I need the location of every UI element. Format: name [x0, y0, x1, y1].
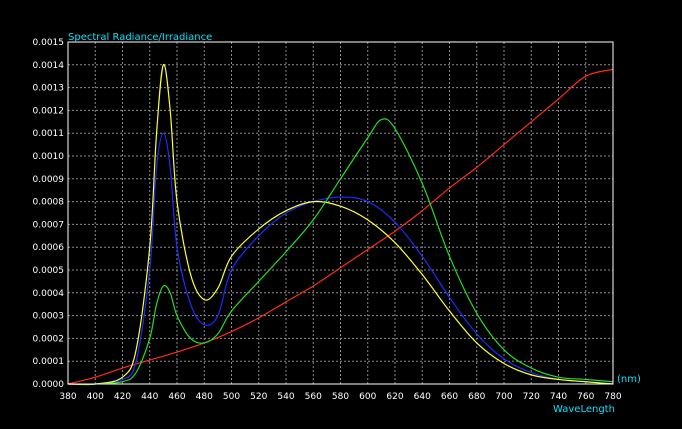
x-tick-label: 720: [523, 392, 540, 402]
grid-lines: [68, 42, 613, 384]
y-tick-label: 0.0000: [33, 380, 65, 390]
y-tick-label: 0.0008: [33, 198, 65, 208]
x-tick-label: 780: [604, 392, 621, 402]
x-tick-label: 760: [577, 392, 594, 402]
y-tick-label: 0.0015: [33, 38, 65, 48]
y-tick-label: 0.0004: [33, 289, 65, 299]
x-tick-label: 420: [114, 392, 131, 402]
y-tick-label: 0.0011: [33, 129, 65, 139]
x-tick-label: 480: [196, 392, 213, 402]
x-tick-label: 660: [441, 392, 458, 402]
x-axis-label: WaveLength: [553, 404, 615, 415]
x-tick-label: 680: [468, 392, 485, 402]
y-tick-label: 0.0003: [33, 312, 65, 322]
x-tick-label: 740: [550, 392, 567, 402]
x-tick-label: 380: [59, 392, 76, 402]
y-tick-label: 0.0012: [33, 106, 65, 116]
series-layer: [67, 64, 614, 386]
y-tick-label: 0.0009: [33, 175, 65, 185]
x-tick-label: 700: [495, 392, 512, 402]
y-tick-label: 0.0014: [33, 61, 65, 71]
series-line-2: [67, 64, 614, 386]
y-tick-label: 0.0013: [33, 84, 65, 94]
plot-frame: [67, 41, 614, 385]
x-tick-label: 560: [305, 392, 322, 402]
series-line-1: [67, 132, 614, 385]
x-tick-label: 400: [87, 392, 104, 402]
x-tick-label: 620: [386, 392, 403, 402]
x-tick-label: 540: [277, 392, 294, 402]
series-line-3: [67, 118, 614, 385]
x-tick-label: 580: [332, 392, 349, 402]
x-tick-label: 600: [359, 392, 376, 402]
x-tick-label: 440: [141, 392, 158, 402]
y-tick-label: 0.0006: [33, 243, 65, 253]
y-tick-label: 0.0010: [33, 152, 65, 162]
chart-title: Spectral Radiance/Irradiance: [68, 32, 212, 43]
y-tick-label: 0.0007: [33, 220, 65, 230]
series-line-0: [67, 68, 614, 385]
x-tick-label: 640: [414, 392, 431, 402]
x-tick-label: 520: [250, 392, 267, 402]
y-tick-label: 0.0001: [33, 357, 65, 367]
x-tick-labels: 380 400 420 440 460 480 500 520 540 560 580 600 620 6…: [59, 392, 621, 402]
x-unit-label: (nm): [617, 374, 641, 385]
y-tick-labels: 0.0000 0.0001 0.0002 0.0003 0.0004 0.0005 0.00…: [33, 38, 65, 390]
y-tick-label: 0.0002: [33, 334, 65, 344]
y-tick-label: 0.0005: [33, 266, 65, 276]
x-tick-label: 460: [168, 392, 185, 402]
x-tick-label: 500: [223, 392, 240, 402]
